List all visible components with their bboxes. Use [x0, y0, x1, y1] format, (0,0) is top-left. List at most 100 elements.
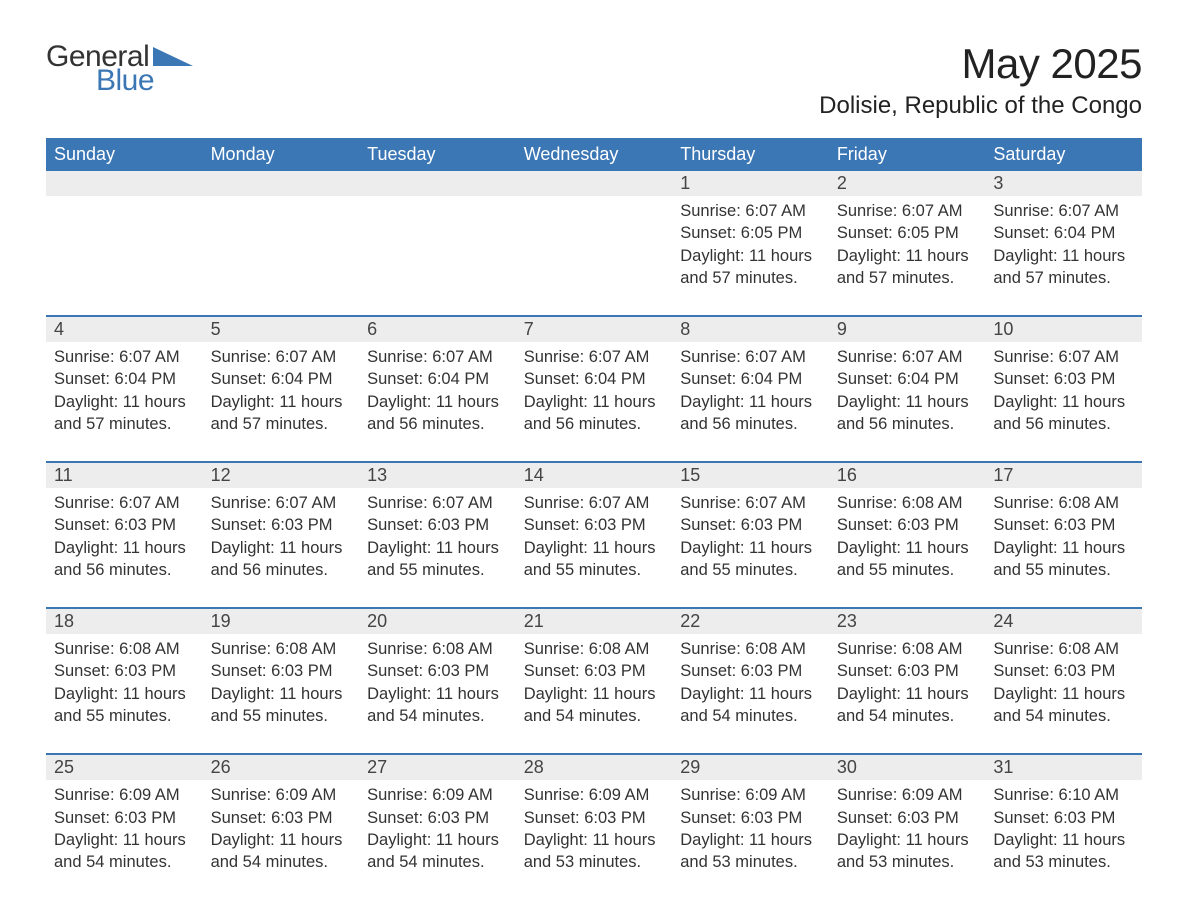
day-content-cell: Sunrise: 6:10 AMSunset: 6:03 PMDaylight:… [985, 780, 1142, 877]
day-number-cell [516, 171, 673, 196]
sunset-text: Sunset: 6:04 PM [837, 368, 978, 390]
day-content-cell: Sunrise: 6:09 AMSunset: 6:03 PMDaylight:… [359, 780, 516, 877]
day-content-cell: Sunrise: 6:09 AMSunset: 6:03 PMDaylight:… [516, 780, 673, 877]
day-content-cell [359, 196, 516, 316]
day-number-row: 18192021222324 [46, 608, 1142, 634]
day-content-cell: Sunrise: 6:07 AMSunset: 6:04 PMDaylight:… [985, 196, 1142, 316]
day-content-cell: Sunrise: 6:07 AMSunset: 6:03 PMDaylight:… [359, 488, 516, 608]
day-content-cell: Sunrise: 6:07 AMSunset: 6:03 PMDaylight:… [672, 488, 829, 608]
daylight-text: Daylight: 11 hours and 54 minutes. [680, 683, 821, 728]
day-number-cell: 26 [203, 754, 360, 780]
daylight-text: Daylight: 11 hours and 55 minutes. [680, 537, 821, 582]
sunset-text: Sunset: 6:03 PM [54, 514, 195, 536]
day-content-cell: Sunrise: 6:07 AMSunset: 6:04 PMDaylight:… [516, 342, 673, 462]
day-number-cell: 8 [672, 316, 829, 342]
day-content-cell: Sunrise: 6:08 AMSunset: 6:03 PMDaylight:… [516, 634, 673, 754]
day-number-row: 45678910 [46, 316, 1142, 342]
day-number-cell: 2 [829, 171, 986, 196]
sunrise-text: Sunrise: 6:07 AM [680, 200, 821, 222]
sunset-text: Sunset: 6:03 PM [680, 807, 821, 829]
sunrise-text: Sunrise: 6:10 AM [993, 784, 1134, 806]
calendar-header-row: Sunday Monday Tuesday Wednesday Thursday… [46, 138, 1142, 171]
day-number-cell: 5 [203, 316, 360, 342]
sunrise-text: Sunrise: 6:07 AM [993, 200, 1134, 222]
day-number-cell: 19 [203, 608, 360, 634]
daylight-text: Daylight: 11 hours and 53 minutes. [837, 829, 978, 874]
daylight-text: Daylight: 11 hours and 55 minutes. [993, 537, 1134, 582]
day-content-cell: Sunrise: 6:07 AMSunset: 6:03 PMDaylight:… [203, 488, 360, 608]
day-number-cell: 30 [829, 754, 986, 780]
sunset-text: Sunset: 6:03 PM [993, 514, 1134, 536]
sunrise-text: Sunrise: 6:07 AM [367, 346, 508, 368]
sunset-text: Sunset: 6:04 PM [680, 368, 821, 390]
daylight-text: Daylight: 11 hours and 56 minutes. [54, 537, 195, 582]
sunrise-text: Sunrise: 6:08 AM [211, 638, 352, 660]
sunset-text: Sunset: 6:05 PM [837, 222, 978, 244]
daylight-text: Daylight: 11 hours and 55 minutes. [54, 683, 195, 728]
day-content-cell: Sunrise: 6:08 AMSunset: 6:03 PMDaylight:… [985, 634, 1142, 754]
day-content-cell: Sunrise: 6:07 AMSunset: 6:04 PMDaylight:… [829, 342, 986, 462]
daylight-text: Daylight: 11 hours and 55 minutes. [211, 683, 352, 728]
sunrise-text: Sunrise: 6:08 AM [837, 492, 978, 514]
day-content-cell: Sunrise: 6:08 AMSunset: 6:03 PMDaylight:… [203, 634, 360, 754]
day-number-cell: 3 [985, 171, 1142, 196]
day-content-cell: Sunrise: 6:07 AMSunset: 6:05 PMDaylight:… [672, 196, 829, 316]
sunset-text: Sunset: 6:03 PM [367, 660, 508, 682]
day-content-cell: Sunrise: 6:07 AMSunset: 6:05 PMDaylight:… [829, 196, 986, 316]
sunset-text: Sunset: 6:03 PM [837, 807, 978, 829]
sunset-text: Sunset: 6:03 PM [680, 514, 821, 536]
sunset-text: Sunset: 6:03 PM [367, 514, 508, 536]
day-content-cell [516, 196, 673, 316]
day-content-cell: Sunrise: 6:08 AMSunset: 6:03 PMDaylight:… [829, 488, 986, 608]
day-number-cell [359, 171, 516, 196]
calendar-table: Sunday Monday Tuesday Wednesday Thursday… [46, 138, 1142, 877]
location-subtitle: Dolisie, Republic of the Congo [819, 92, 1142, 120]
sunset-text: Sunset: 6:03 PM [837, 514, 978, 536]
daylight-text: Daylight: 11 hours and 55 minutes. [367, 537, 508, 582]
day-number-cell: 1 [672, 171, 829, 196]
day-number-cell [203, 171, 360, 196]
daylight-text: Daylight: 11 hours and 56 minutes. [367, 391, 508, 436]
sunrise-text: Sunrise: 6:09 AM [837, 784, 978, 806]
day-content-cell: Sunrise: 6:08 AMSunset: 6:03 PMDaylight:… [46, 634, 203, 754]
sunrise-text: Sunrise: 6:08 AM [680, 638, 821, 660]
weekday-header: Wednesday [516, 138, 673, 171]
weekday-header: Saturday [985, 138, 1142, 171]
sunrise-text: Sunrise: 6:09 AM [680, 784, 821, 806]
sunset-text: Sunset: 6:03 PM [993, 807, 1134, 829]
day-content-cell: Sunrise: 6:09 AMSunset: 6:03 PMDaylight:… [672, 780, 829, 877]
daylight-text: Daylight: 11 hours and 56 minutes. [837, 391, 978, 436]
sunset-text: Sunset: 6:05 PM [680, 222, 821, 244]
day-number-cell: 4 [46, 316, 203, 342]
logo: General Blue [46, 40, 193, 98]
day-number-cell: 21 [516, 608, 673, 634]
day-number-cell [46, 171, 203, 196]
sunrise-text: Sunrise: 6:09 AM [367, 784, 508, 806]
sunset-text: Sunset: 6:03 PM [54, 660, 195, 682]
day-number-cell: 15 [672, 462, 829, 488]
sunrise-text: Sunrise: 6:08 AM [524, 638, 665, 660]
day-content-row: Sunrise: 6:07 AMSunset: 6:03 PMDaylight:… [46, 488, 1142, 608]
day-number-cell: 23 [829, 608, 986, 634]
day-number-row: 25262728293031 [46, 754, 1142, 780]
daylight-text: Daylight: 11 hours and 57 minutes. [680, 245, 821, 290]
day-content-cell: Sunrise: 6:07 AMSunset: 6:03 PMDaylight:… [516, 488, 673, 608]
sunrise-text: Sunrise: 6:09 AM [524, 784, 665, 806]
daylight-text: Daylight: 11 hours and 54 minutes. [367, 683, 508, 728]
sunset-text: Sunset: 6:04 PM [367, 368, 508, 390]
sunset-text: Sunset: 6:03 PM [211, 807, 352, 829]
day-number-cell: 25 [46, 754, 203, 780]
daylight-text: Daylight: 11 hours and 55 minutes. [837, 537, 978, 582]
sunset-text: Sunset: 6:04 PM [524, 368, 665, 390]
daylight-text: Daylight: 11 hours and 54 minutes. [993, 683, 1134, 728]
day-number-cell: 24 [985, 608, 1142, 634]
sunrise-text: Sunrise: 6:07 AM [524, 492, 665, 514]
sunset-text: Sunset: 6:03 PM [524, 514, 665, 536]
daylight-text: Daylight: 11 hours and 57 minutes. [211, 391, 352, 436]
sunrise-text: Sunrise: 6:07 AM [680, 346, 821, 368]
sunset-text: Sunset: 6:03 PM [993, 368, 1134, 390]
daylight-text: Daylight: 11 hours and 54 minutes. [54, 829, 195, 874]
sunset-text: Sunset: 6:03 PM [54, 807, 195, 829]
sunset-text: Sunset: 6:04 PM [211, 368, 352, 390]
day-content-cell: Sunrise: 6:08 AMSunset: 6:03 PMDaylight:… [829, 634, 986, 754]
